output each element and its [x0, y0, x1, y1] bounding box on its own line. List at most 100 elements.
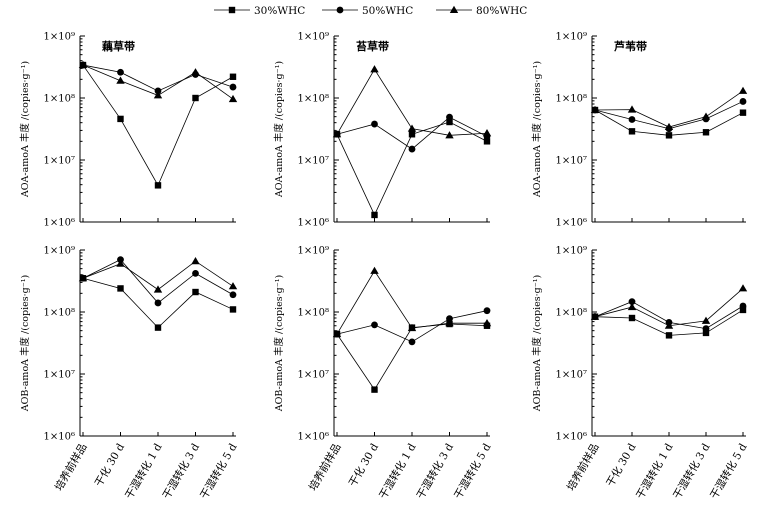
y-axis-label: AOA-amoA 丰度 /(copies·g⁻¹): [19, 61, 31, 198]
series-30%WHC: [79, 61, 237, 189]
data-point: [590, 105, 600, 114]
data-point: [445, 131, 454, 139]
data-point: [445, 318, 454, 327]
y-tick-label: 1×10⁹: [298, 32, 329, 43]
data-point: [78, 274, 88, 282]
data-point: [154, 87, 162, 95]
y-axis-label: AOA-amoA 丰度 /(copies·g⁻¹): [531, 61, 543, 198]
x-tick-label: 干湿转化 3 d: [414, 441, 456, 502]
y-tick-label: 1×10⁷: [44, 370, 75, 381]
data-point: [229, 291, 237, 299]
x-tick-label: 干湿转化 1 d: [376, 441, 418, 502]
panel-AOB-苔草带: 1×10⁶ 1×10⁷ 1×10⁸ 1×10⁹ AOB-amoA 丰度 /(copies…: [273, 246, 494, 502]
data-point: [664, 122, 674, 131]
data-point: [191, 68, 200, 76]
x-tick-label: 干化 30 d: [603, 441, 638, 489]
data-point: [153, 91, 163, 99]
panel-title: 芦苇带: [614, 39, 647, 53]
y-tick-label: 1×10⁶: [298, 218, 329, 229]
data-point: [738, 284, 748, 292]
data-point: [407, 124, 417, 132]
y-tick-label: 1×10⁷: [556, 370, 587, 381]
data-point: [446, 315, 453, 323]
data-point: [371, 120, 378, 128]
y-tick-label: 1×10⁷: [44, 156, 75, 167]
data-point: [739, 306, 747, 314]
y-tick-label: 1×10⁶: [556, 432, 587, 443]
legend-item: 80%WHC: [436, 5, 527, 17]
x-tick-label: 干湿转化 1 d: [122, 441, 164, 502]
data-point: [371, 211, 378, 219]
data-point: [229, 73, 237, 80]
legend-label: 80%WHC: [476, 5, 527, 17]
series-80%WHC: [332, 65, 492, 139]
data-point: [192, 269, 199, 277]
y-tick-label: 1×10⁷: [298, 370, 329, 381]
series-30%WHC: [333, 118, 491, 219]
data-point: [739, 109, 747, 116]
y-tick-label: 1×10⁶: [44, 432, 75, 443]
y-tick-label: 1×10⁸: [298, 94, 329, 105]
data-point: [702, 329, 710, 337]
data-point: [153, 285, 163, 293]
series-80%WHC: [332, 266, 492, 338]
legend-marker: [228, 6, 236, 14]
x-tick-label: 干化 30 d: [346, 441, 381, 489]
data-point: [192, 288, 199, 296]
y-tick-label: 1×10⁸: [556, 94, 587, 105]
data-point: [627, 105, 637, 113]
y-tick-label: 1×10⁷: [556, 156, 587, 167]
series-line: [82, 260, 234, 291]
y-axis-label: AOB-amoA 丰度 /(copies·g⁻¹): [273, 275, 285, 413]
data-point: [228, 94, 238, 103]
data-point: [154, 299, 162, 307]
data-point: [154, 182, 162, 189]
data-point: [408, 131, 416, 138]
data-point: [701, 316, 711, 324]
data-point: [628, 298, 636, 306]
data-point: [590, 312, 600, 320]
data-point: [117, 285, 124, 292]
series-50%WHC: [333, 113, 491, 153]
panel-title: 藕草带: [101, 39, 135, 53]
series-50%WHC: [79, 61, 237, 95]
data-point: [407, 323, 417, 332]
x-tick-label: 干湿转化 1 d: [633, 441, 675, 502]
series-80%WHC: [78, 256, 238, 293]
data-point: [482, 129, 492, 137]
data-point: [229, 83, 237, 91]
data-point: [628, 314, 636, 322]
data-point: [371, 386, 378, 393]
data-point: [154, 324, 162, 331]
data-point: [116, 259, 125, 267]
y-tick-label: 1×10⁹: [556, 246, 587, 257]
data-point: [408, 145, 416, 153]
legend-item: 50%WHC: [322, 5, 413, 17]
y-tick-label: 1×10⁶: [298, 432, 329, 443]
data-point: [739, 98, 747, 105]
legend-marker: [336, 6, 344, 14]
y-axis-label: AOB-amoA 丰度 /(copies·g⁻¹): [19, 275, 31, 413]
data-point: [370, 65, 379, 73]
x-tick-label: 干湿转化 3 d: [670, 441, 712, 502]
series-80%WHC: [590, 284, 748, 329]
panel-AOA-芦苇带: 1×10⁶ 1×10⁷ 1×10⁸ 1×10⁹ AOA-amoA 丰度 /(copies…: [531, 32, 748, 229]
y-tick-label: 1×10⁹: [44, 246, 75, 257]
legend-label: 30%WHC: [254, 5, 305, 17]
y-tick-label: 1×10⁹: [44, 32, 75, 43]
series-line: [336, 323, 488, 391]
data-point: [664, 321, 674, 329]
legend-label: 50%WHC: [362, 5, 413, 17]
series-50%WHC: [79, 256, 237, 307]
series-30%WHC: [333, 320, 491, 393]
data-point: [117, 68, 124, 76]
y-tick-label: 1×10⁹: [556, 32, 587, 43]
series-line: [594, 90, 744, 128]
data-point: [739, 302, 747, 310]
panel-AOB-藕草带: 1×10⁶ 1×10⁷ 1×10⁸ 1×10⁹ AOB-amoA 丰度 /(copies…: [19, 246, 240, 502]
y-axis-label: AOB-amoA 丰度 /(copies·g⁻¹): [531, 275, 543, 413]
data-point: [78, 60, 88, 69]
data-point: [483, 138, 491, 145]
data-point: [665, 332, 673, 339]
y-axis-label: AOA-amoA 丰度 /(copies·g⁻¹): [273, 61, 285, 198]
